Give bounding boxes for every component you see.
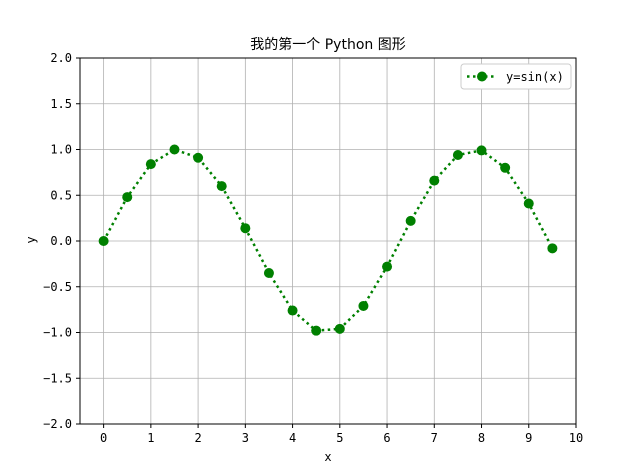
- y-tick-label: 1.5: [50, 97, 72, 111]
- y-axis: 2.0 1.5 1.0 0.5 0.0 −0.5 −1.0 −1.5 −2.0: [43, 51, 80, 431]
- data-point: [405, 215, 416, 226]
- x-tick-label: 7: [431, 431, 438, 445]
- data-point: [358, 300, 369, 311]
- data-point: [311, 325, 322, 336]
- x-axis: 0 1 2 3 4 5 6 7 8 9 10: [100, 424, 583, 445]
- x-tick-label: 9: [525, 431, 532, 445]
- x-tick-label: 2: [194, 431, 201, 445]
- series-layer: [98, 144, 558, 336]
- x-tick-label: 3: [242, 431, 249, 445]
- data-point: [382, 261, 393, 272]
- data-point: [98, 236, 109, 246]
- y-tick-label: −2.0: [43, 417, 72, 431]
- y-tick-label: −1.0: [43, 326, 72, 340]
- data-point: [500, 162, 511, 173]
- y-tick-label: 2.0: [50, 51, 72, 65]
- data-point: [193, 152, 204, 163]
- data-point: [452, 149, 463, 160]
- x-tick-label: 10: [569, 431, 583, 445]
- x-axis-label: x: [324, 450, 331, 464]
- plot-area: 0 1 2 3 4 5 6 7 8 9 10 2.0 1.5 1.0 0.5 0.0 −0.5 −1.0 −1.5…: [43, 51, 583, 445]
- y-tick-label: 0.0: [50, 234, 72, 248]
- data-point: [547, 243, 558, 254]
- data-point: [287, 305, 298, 316]
- data-point: [263, 268, 274, 279]
- y-axis-label: y: [24, 236, 38, 243]
- y-tick-label: −1.5: [43, 371, 72, 385]
- legend-label: y=sin(x): [506, 70, 564, 84]
- data-point: [169, 144, 180, 155]
- legend-box: [460, 63, 572, 90]
- data-point: [240, 223, 251, 234]
- data-point: [145, 159, 156, 170]
- data-point: [122, 192, 133, 203]
- legend: y=sin(x): [460, 63, 572, 90]
- chart-title: 我的第一个 Python 图形: [250, 36, 405, 53]
- y-tick-label: 0.5: [50, 188, 72, 202]
- x-tick-label: 4: [289, 431, 296, 445]
- y-tick-label: 1.0: [50, 143, 72, 157]
- data-point: [429, 175, 440, 186]
- x-tick-label: 8: [478, 431, 485, 445]
- y-tick-label: −0.5: [43, 280, 72, 294]
- data-point: [334, 323, 345, 334]
- data-point: [476, 145, 487, 156]
- x-tick-label: 5: [336, 431, 343, 445]
- data-point: [216, 181, 227, 192]
- x-tick-label: 1: [147, 431, 154, 445]
- legend-marker: [477, 71, 487, 82]
- data-point: [523, 198, 534, 209]
- x-tick-label: 0: [100, 431, 107, 445]
- x-tick-label: 6: [383, 431, 390, 445]
